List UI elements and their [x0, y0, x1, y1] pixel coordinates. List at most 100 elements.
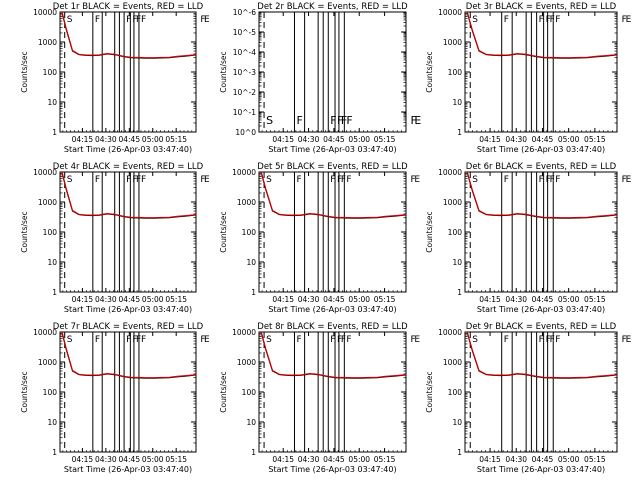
- event-flag-label: F: [546, 175, 551, 185]
- event-flag-label: F: [550, 175, 555, 185]
- y-tick-label: 100: [448, 388, 463, 397]
- x-tick-label: 04:45: [118, 455, 140, 464]
- x-tick-label: 05:15: [374, 135, 396, 144]
- event-flag-label: S: [67, 175, 73, 185]
- y-axis-label: Counts/sec: [425, 211, 434, 252]
- x-tick-label: 04:15: [72, 135, 94, 144]
- event-flag-label: F: [95, 335, 100, 345]
- series-line-lld: [466, 332, 617, 379]
- x-tick-label: 05:00: [142, 295, 164, 304]
- y-axis-label: Counts/sec: [219, 211, 228, 252]
- y-tick-label: 10: [452, 418, 462, 427]
- x-tick-label: 04:30: [95, 455, 117, 464]
- event-flag-label: F: [330, 335, 335, 345]
- event-lines: [64, 332, 140, 452]
- y-tick-label: 1: [457, 448, 462, 457]
- event-flag-label: F: [550, 335, 555, 345]
- x-axis-label: Start Time (26-Apr-03 03:47:40): [477, 305, 605, 314]
- y-tick-label: 100: [43, 388, 58, 397]
- y-tick-label: 1: [52, 288, 57, 297]
- event-flag-label: F: [296, 335, 301, 345]
- x-tick-label: 05:15: [165, 455, 187, 464]
- series-line-lld: [61, 12, 196, 59]
- series-line-lld: [260, 332, 406, 379]
- y-tick-label: 10000: [232, 328, 256, 337]
- y-tick-label: 1: [457, 128, 462, 137]
- event-flag-label: F: [200, 175, 205, 185]
- plot-frame: [464, 171, 618, 293]
- plot-frame: [59, 171, 197, 293]
- y-tick-label: 10000: [438, 8, 462, 17]
- event-flag-label: E: [626, 335, 632, 345]
- event-lines: [263, 12, 345, 132]
- y-axis-label: Counts/sec: [425, 51, 434, 92]
- x-tick-label: 04:15: [272, 135, 294, 144]
- event-lines: [469, 332, 554, 452]
- y-tick-label: 100: [43, 228, 58, 237]
- series-line-lld: [61, 172, 196, 219]
- event-flag-label: S: [472, 175, 478, 185]
- event-flag-label: E: [626, 15, 632, 25]
- event-flag-label: F: [132, 15, 137, 25]
- y-tick-label: 10: [246, 258, 256, 267]
- x-axis-label: Start Time (26-Apr-03 03:47:40): [268, 145, 396, 154]
- x-tick-label: 04:45: [118, 295, 140, 304]
- y-axis-label: Counts/sec: [20, 211, 29, 252]
- x-tick-label: 04:45: [323, 455, 345, 464]
- y-tick-label: 1000: [237, 358, 256, 367]
- y-tick-label: 1000: [443, 358, 462, 367]
- x-tick-label: 05:00: [558, 295, 580, 304]
- x-tick-label: 05:00: [142, 455, 164, 464]
- event-flag-label: F: [296, 175, 301, 185]
- series-line-lld: [466, 172, 617, 219]
- y-tick-label: 1000: [237, 198, 256, 207]
- x-tick-label: 05:00: [348, 455, 370, 464]
- x-tick-label: 04:45: [118, 135, 140, 144]
- panel-title: Det 1r BLACK = Events, RED = LLD: [53, 2, 204, 12]
- y-tick-label: 10^-2: [233, 88, 257, 97]
- event-flag-label: F: [132, 175, 137, 185]
- y-tick-label: 1: [457, 288, 462, 297]
- event-flag-label: S: [266, 175, 272, 185]
- panel-title: Det 5r BLACK = Events, RED = LLD: [257, 162, 408, 172]
- y-tick-label: 100: [242, 228, 257, 237]
- panel-title: Det 8r BLACK = Events, RED = LLD: [257, 322, 408, 332]
- y-tick-label: 1: [52, 448, 57, 457]
- y-tick-label: 10000: [232, 168, 256, 177]
- y-tick-label: 10000: [33, 168, 57, 177]
- y-tick-label: 10000: [438, 168, 462, 177]
- event-flag-label: F: [346, 114, 352, 127]
- event-flag-label: F: [539, 175, 544, 185]
- x-tick-label: 04:15: [479, 295, 501, 304]
- event-lines: [469, 12, 554, 132]
- event-flag-label: F: [622, 175, 627, 185]
- x-axis-label: Start Time (26-Apr-03 03:47:40): [477, 145, 605, 154]
- event-lines: [263, 172, 345, 292]
- event-flag-label: F: [546, 15, 551, 25]
- event-flag-label: F: [95, 175, 100, 185]
- y-tick-label: 10^-4: [233, 48, 257, 57]
- x-tick-label: 05:15: [374, 295, 396, 304]
- x-tick-label: 04:45: [323, 135, 345, 144]
- x-tick-label: 05:00: [348, 295, 370, 304]
- event-flag-label: F: [337, 175, 342, 185]
- panel-title: Det 3r BLACK = Events, RED = LLD: [466, 2, 617, 12]
- y-tick-label: 1000: [38, 198, 57, 207]
- event-flag-label: S: [266, 114, 273, 127]
- plot-frame: [59, 11, 197, 133]
- x-axis-label: Start Time (26-Apr-03 03:47:40): [64, 465, 192, 474]
- y-axis-label: Counts/sec: [219, 371, 228, 412]
- event-flag-label: F: [546, 335, 551, 345]
- event-flag-label: E: [204, 335, 210, 345]
- x-tick-label: 05:15: [165, 295, 187, 304]
- event-flag-label: F: [136, 175, 141, 185]
- y-tick-label: 1: [52, 128, 57, 137]
- event-flag-label: F: [504, 175, 509, 185]
- x-tick-label: 05:15: [165, 135, 187, 144]
- event-lines: [64, 12, 140, 132]
- x-tick-label: 04:15: [272, 455, 294, 464]
- y-tick-label: 1000: [443, 198, 462, 207]
- y-tick-label: 1000: [443, 38, 462, 47]
- event-lines: [263, 332, 345, 452]
- event-flag-label: F: [141, 335, 146, 345]
